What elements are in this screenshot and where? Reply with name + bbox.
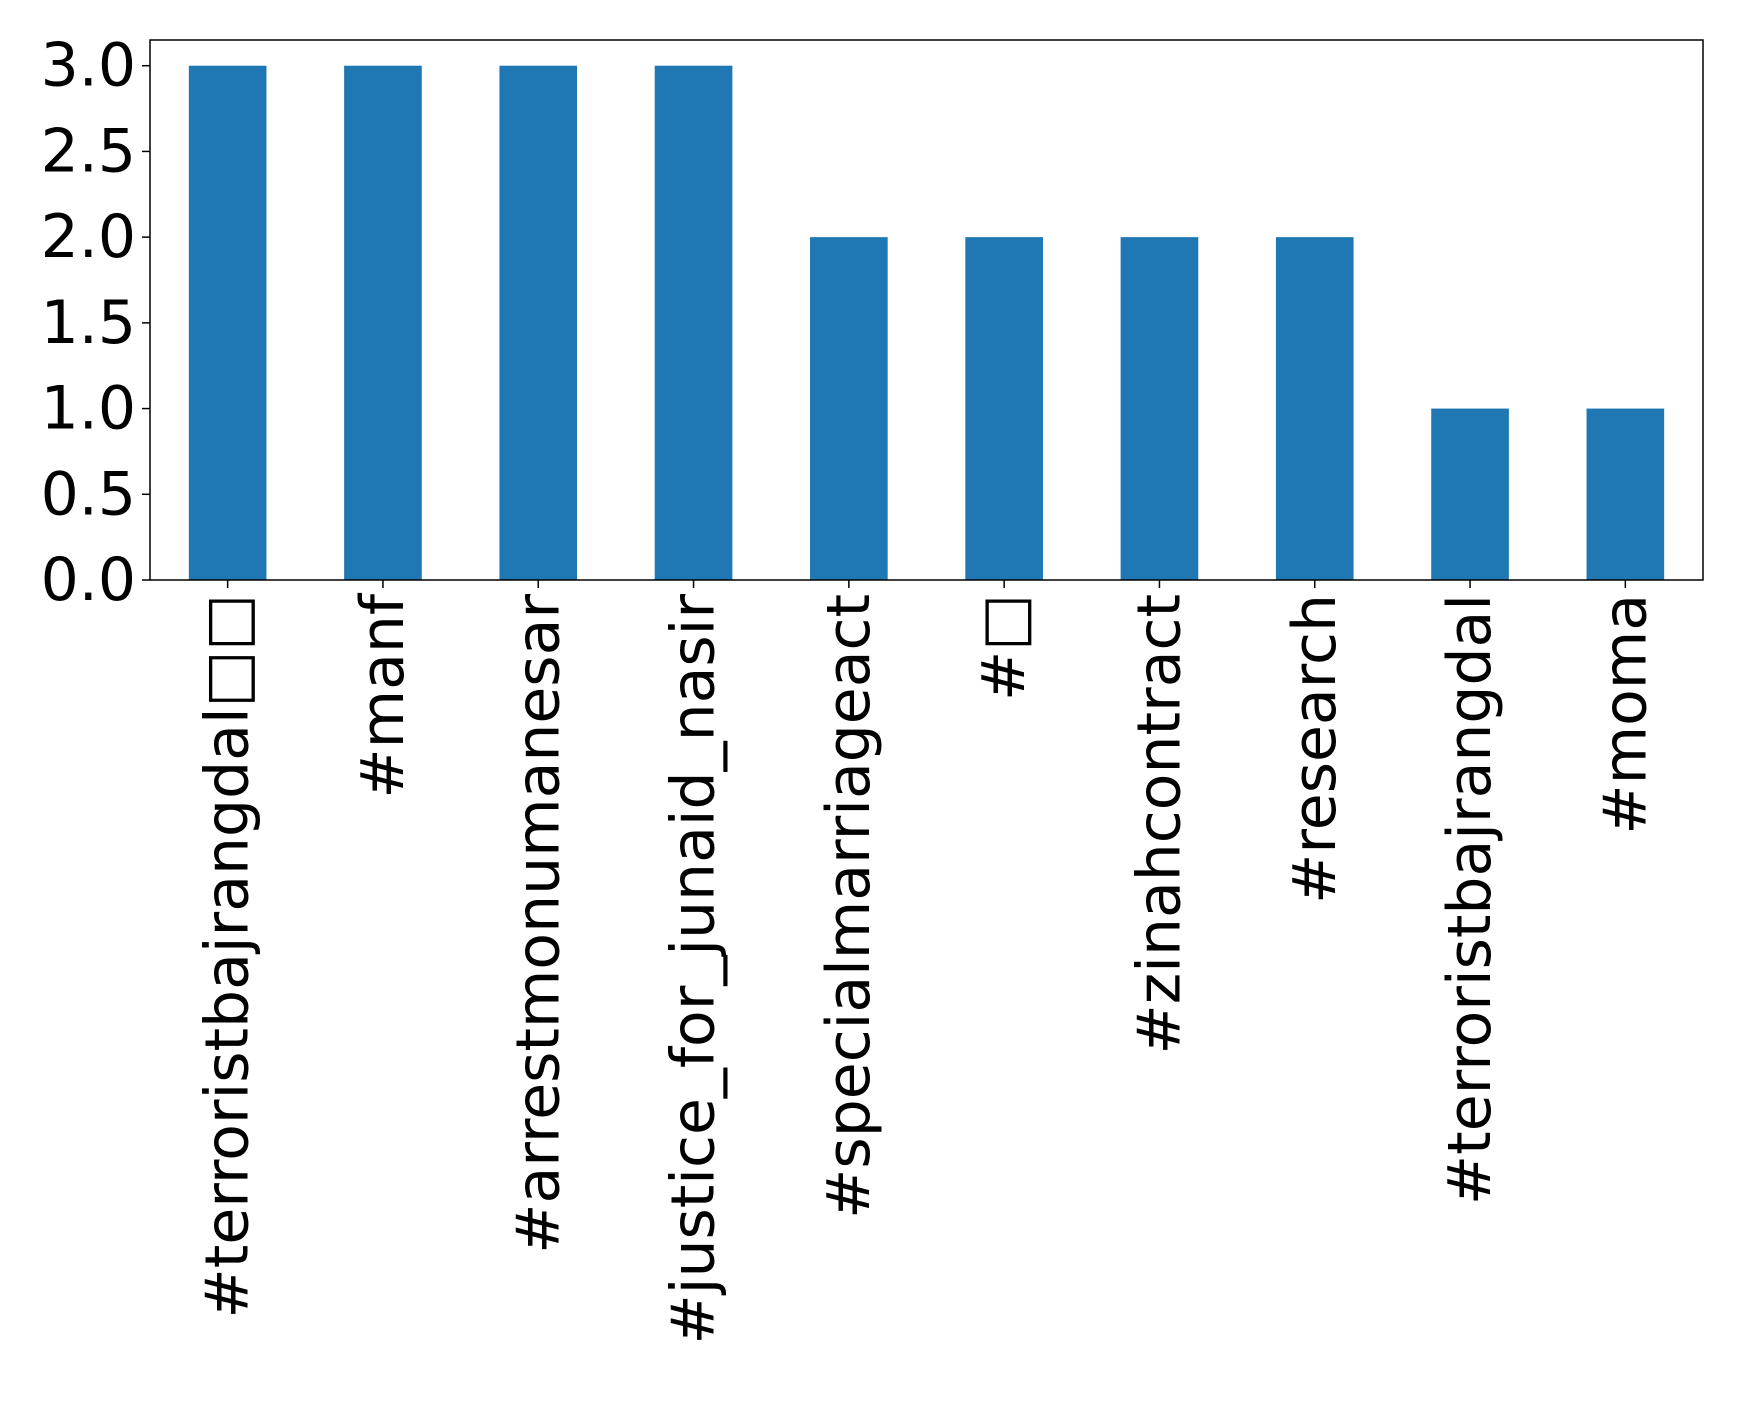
- x-tick-label: #□: [969, 594, 1039, 701]
- x-tick-label: #arrestmonumanesar: [503, 594, 573, 1254]
- bar: [1586, 408, 1665, 580]
- bar: [1431, 408, 1509, 580]
- bar: [1120, 237, 1199, 580]
- y-tick-label: 2.0: [41, 202, 136, 272]
- x-tick-label: #moma: [1590, 594, 1660, 835]
- bar: [499, 65, 578, 580]
- x-axis: #terroristbajrangdal□□ #manf #arrestmonuma…: [193, 580, 1660, 1345]
- bar: [188, 65, 267, 580]
- bar: [1275, 237, 1354, 580]
- bars-layer: [188, 65, 1665, 580]
- plot-area-frame: [149, 39, 1704, 581]
- x-tick-label: #manf: [348, 592, 418, 799]
- bar: [344, 65, 422, 580]
- y-axis: 0.0 0.5 1.0 1.5 2.0 2.5 3.0: [41, 31, 150, 615]
- x-tick-label: #zinahcontract: [1124, 594, 1194, 1054]
- y-tick-label: 0.5: [41, 459, 136, 529]
- y-tick-label: 2.5: [41, 116, 136, 186]
- x-tick-label: #research: [1280, 594, 1350, 904]
- y-tick-label: 0.0: [41, 545, 136, 615]
- y-tick-label: 3.0: [41, 31, 136, 101]
- bar: [965, 237, 1043, 580]
- x-tick-label: #terroristbajrangdal□□: [193, 594, 263, 1318]
- x-tick-label: #specialmarriageact: [814, 594, 884, 1219]
- x-tick-label: #terroristbajrangdal: [1435, 594, 1505, 1205]
- y-tick-label: 1.5: [41, 288, 136, 358]
- y-tick-label: 1.0: [41, 374, 136, 444]
- bar: [654, 65, 733, 580]
- bar: [810, 237, 888, 580]
- x-tick-label: #justice_for_junaid_nasir: [659, 594, 729, 1345]
